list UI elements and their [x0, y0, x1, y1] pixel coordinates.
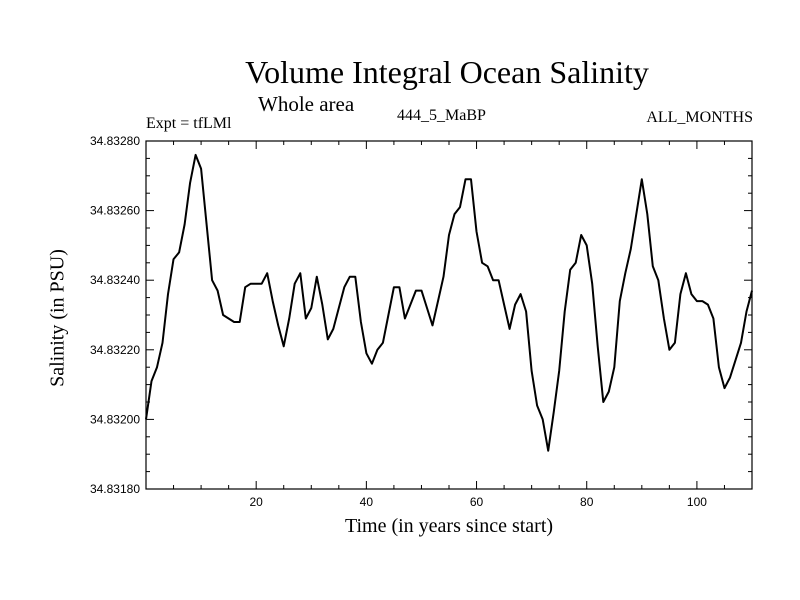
y-tick-label: 34.83180	[90, 482, 140, 496]
chart-subtitle: Whole area	[258, 92, 355, 116]
y-tick-label: 34.83260	[90, 204, 140, 218]
x-tick-label: 60	[470, 495, 484, 509]
y-tick-label: 34.83280	[90, 134, 140, 148]
x-tick-label: 80	[580, 495, 594, 509]
x-tick-label: 40	[360, 495, 374, 509]
x-tick-label: 100	[687, 495, 707, 509]
y-tick-label: 34.83200	[90, 412, 140, 426]
y-tick-label: 34.83220	[90, 343, 140, 357]
run-label: 444_5_MaBP	[397, 107, 486, 124]
x-tick-label: 20	[250, 495, 264, 509]
experiment-label: Expt = tfLMl	[146, 115, 232, 132]
months-label: ALL_MONTHS	[646, 109, 753, 126]
x-axis-label: Time (in years since start)	[344, 515, 554, 537]
series-line-salinity	[145, 153, 753, 452]
y-tick-label: 34.83240	[90, 273, 140, 287]
plot-frame	[145, 140, 753, 490]
chart-title: Volume Integral Ocean Salinity	[245, 54, 649, 90]
